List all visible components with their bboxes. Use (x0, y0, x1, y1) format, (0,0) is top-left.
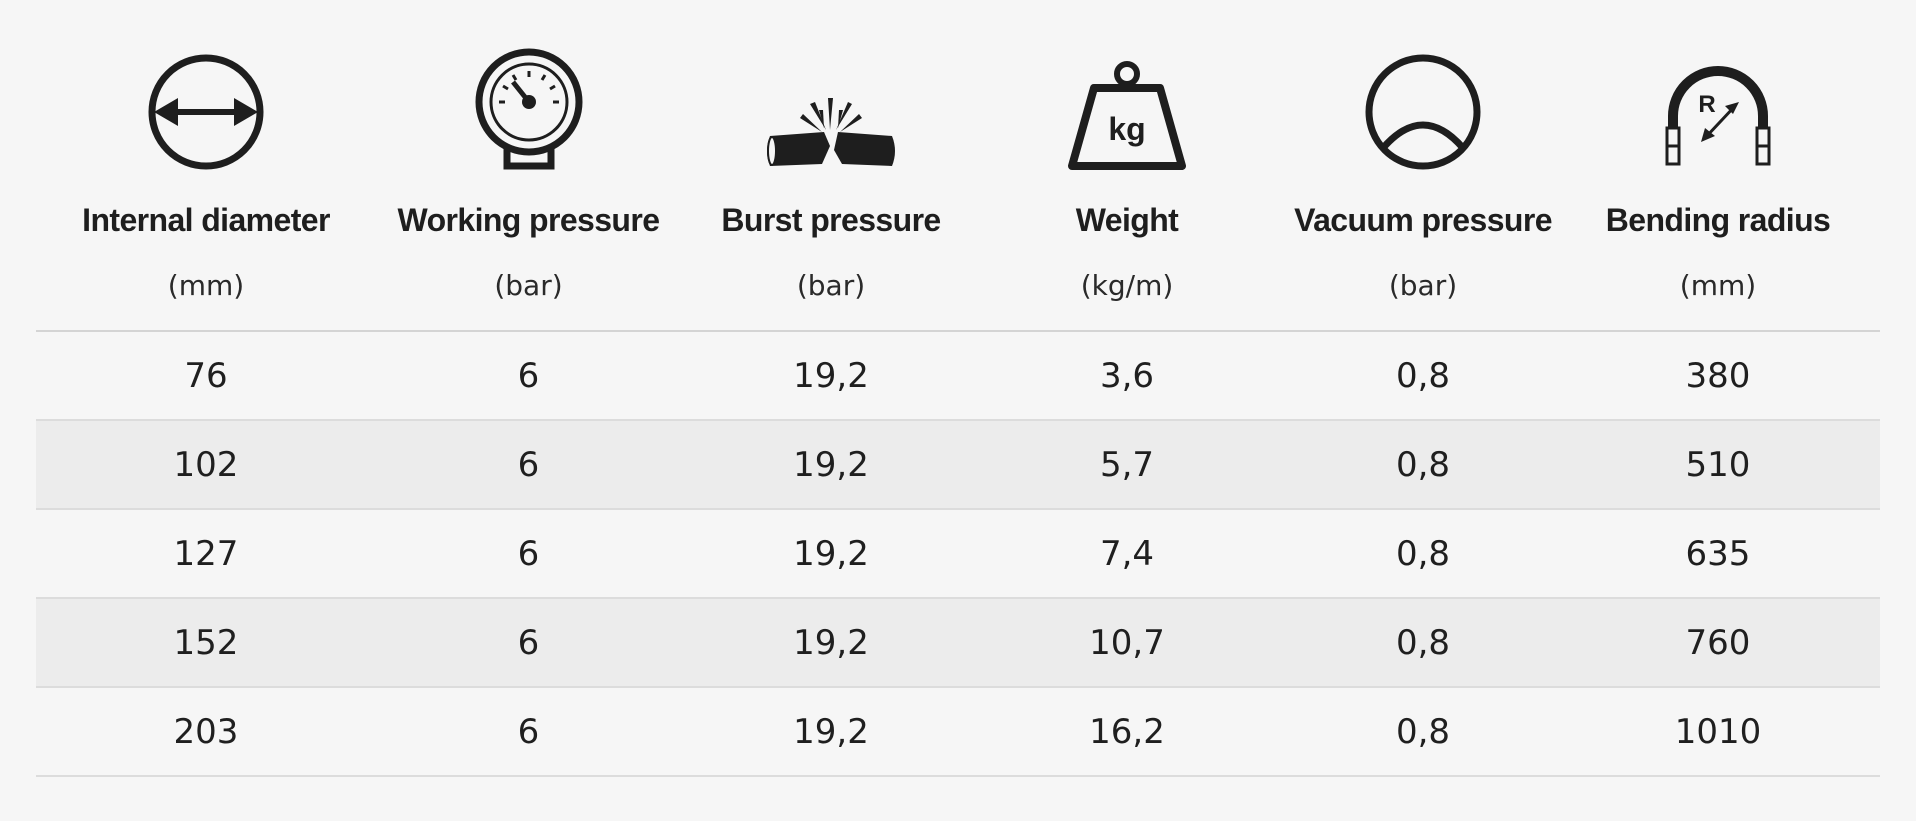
cell-bending-radius: 635 (1685, 533, 1751, 574)
cell-weight: 7,4 (1099, 533, 1155, 574)
cell-internal-diameter: 127 (173, 533, 239, 574)
cell-weight: 5,7 (1099, 444, 1155, 485)
cell-bending-radius: 510 (1685, 444, 1751, 485)
cell-bending-radius: 1010 (1674, 711, 1762, 752)
burst-hose-icon (767, 98, 895, 166)
vacuum-icon (1365, 54, 1481, 170)
cell-internal-diameter: 203 (173, 711, 239, 752)
cell-weight: 3,6 (1099, 355, 1155, 396)
cell-burst-pressure: 19,2 (793, 533, 869, 574)
cell-internal-diameter: 76 (184, 355, 228, 396)
cell-working-pressure: 6 (517, 622, 540, 663)
cell-internal-diameter: 152 (173, 622, 239, 663)
table-row: 76 6 19,2 3,6 0,8 380 (36, 332, 1880, 421)
cell-working-pressure: 6 (517, 444, 540, 485)
cell-weight: 10,7 (1089, 622, 1165, 663)
column-weight: kg Weight (kg/m) (981, 0, 1273, 330)
cell-working-pressure: 6 (517, 355, 540, 396)
column-unit: (bar) (796, 269, 866, 302)
column-bending-radius: R Bending radius (mm) (1573, 0, 1863, 330)
column-title: Burst pressure (721, 202, 941, 238)
radius-icon-label: R (1698, 91, 1715, 118)
weight-icon-label: kg (1108, 111, 1145, 147)
diameter-icon (148, 54, 264, 170)
cell-vacuum-pressure: 0,8 (1395, 533, 1451, 574)
column-unit: (mm) (1679, 269, 1757, 302)
table-row: 152 6 19,2 10,7 0,8 760 (36, 599, 1880, 688)
cell-internal-diameter: 102 (173, 444, 239, 485)
column-title: Weight (1075, 202, 1179, 238)
column-internal-diameter: Internal diameter (mm) (36, 0, 376, 330)
table-row: 127 6 19,2 7,4 0,8 635 (36, 510, 1880, 599)
column-title: Internal diameter (82, 202, 330, 238)
column-unit: (kg/m) (1080, 269, 1174, 302)
cell-burst-pressure: 19,2 (793, 622, 869, 663)
pressure-gauge-icon (475, 48, 582, 170)
column-title: Bending radius (1605, 202, 1831, 238)
cell-burst-pressure: 19,2 (793, 355, 869, 396)
column-burst-pressure: Burst pressure (bar) (681, 0, 981, 330)
cell-working-pressure: 6 (517, 711, 540, 752)
column-unit: (bar) (494, 269, 563, 302)
cell-burst-pressure: 19,2 (793, 711, 869, 752)
cell-weight: 16,2 (1089, 711, 1165, 752)
weight-kg-icon: kg (1068, 61, 1186, 170)
cell-vacuum-pressure: 0,8 (1395, 622, 1451, 663)
cell-vacuum-pressure: 0,8 (1395, 355, 1451, 396)
column-vacuum-pressure: Vacuum pressure (bar) (1273, 0, 1573, 330)
table-header: Internal diameter (mm) (36, 0, 1880, 332)
cell-burst-pressure: 19,2 (793, 444, 869, 485)
column-unit: (mm) (167, 269, 245, 302)
column-title: Vacuum pressure (1294, 202, 1552, 238)
cell-working-pressure: 6 (517, 533, 540, 574)
bending-radius-icon: R (1665, 66, 1771, 166)
cell-vacuum-pressure: 0,8 (1395, 444, 1451, 485)
table-row: 102 6 19,2 5,7 0,8 510 (36, 421, 1880, 510)
column-working-pressure: Working pressure (bar) (376, 0, 681, 330)
cell-bending-radius: 380 (1685, 355, 1751, 396)
cell-vacuum-pressure: 0,8 (1395, 711, 1451, 752)
column-title: Working pressure (397, 202, 660, 238)
cell-bending-radius: 760 (1685, 622, 1751, 663)
column-unit: (bar) (1388, 269, 1458, 302)
spec-table: Internal diameter (mm) (36, 0, 1880, 777)
table-row: 203 6 19,2 16,2 0,8 1010 (36, 688, 1880, 777)
